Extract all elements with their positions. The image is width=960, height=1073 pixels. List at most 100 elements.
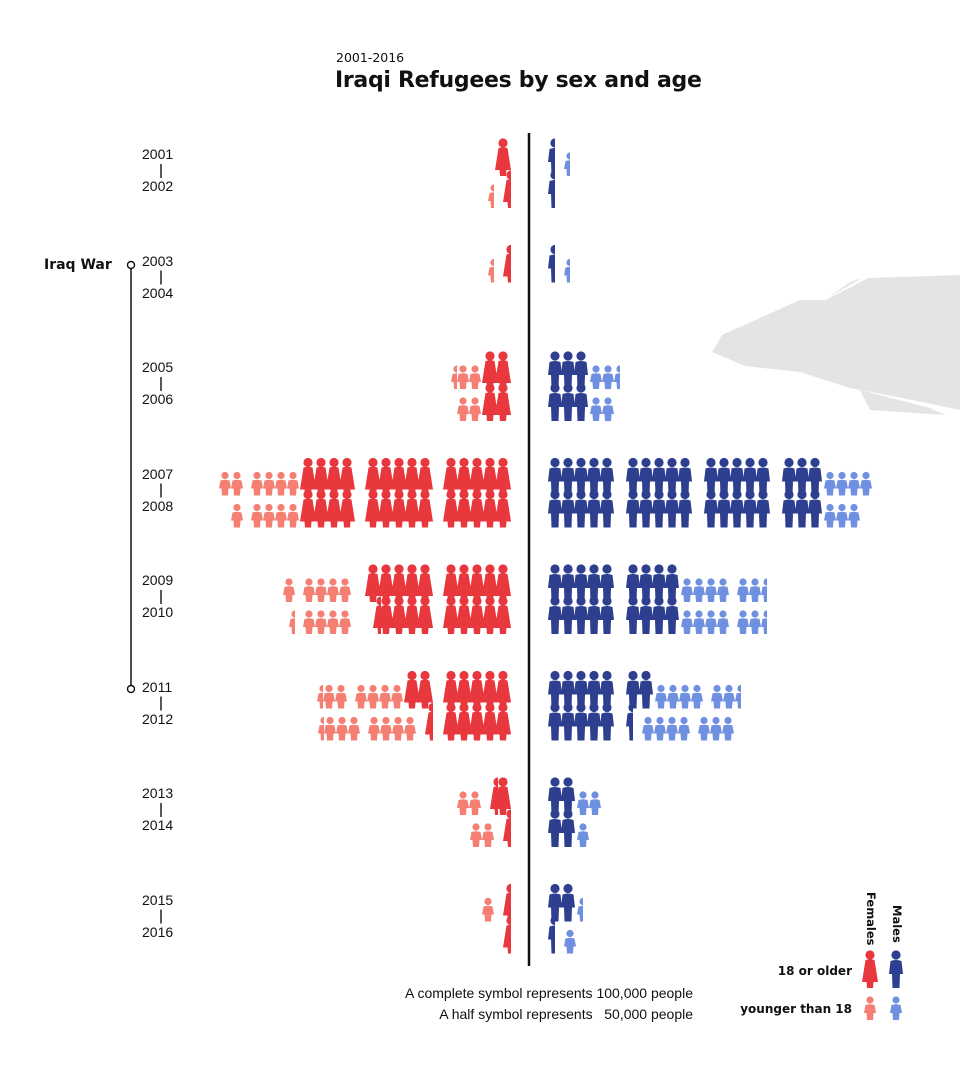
female-adult-icon	[443, 457, 459, 496]
female-adult-icon	[503, 809, 511, 847]
iraq-war-label: Iraq War	[44, 257, 112, 273]
male-child-icon	[681, 610, 693, 634]
female-adult-icon	[490, 777, 498, 815]
male-child-icon	[589, 791, 601, 815]
female-adult-icon	[456, 702, 472, 741]
male-adult-icon	[574, 489, 588, 528]
male-child-icon	[667, 684, 679, 709]
male-adult-icon	[548, 777, 562, 815]
legend-females-label: Females	[864, 892, 878, 946]
male-adult-icon	[678, 489, 692, 528]
female-adult-icon	[339, 457, 355, 496]
male-adult-icon	[665, 596, 679, 634]
male-adult-icon	[548, 596, 562, 634]
female-child-icon	[275, 471, 287, 496]
male-child-icon	[761, 610, 767, 634]
male-adult-icon	[561, 596, 575, 634]
female-adult-icon	[469, 457, 485, 496]
female-adult-icon	[391, 489, 407, 528]
male-adult-icon	[548, 883, 562, 922]
female-adult-icon	[495, 670, 511, 709]
male-child-icon	[564, 152, 570, 176]
male-adult-icon	[782, 457, 796, 496]
row-2014	[470, 809, 589, 847]
male-adult-icon	[652, 457, 666, 496]
female-adult-icon	[482, 670, 498, 709]
male-adult-icon	[652, 596, 666, 634]
female-adult-icon	[417, 457, 433, 496]
legend-male-child-icon	[890, 996, 902, 1020]
male-adult-icon	[665, 457, 679, 496]
female-child-icon	[327, 610, 339, 634]
male-adult-icon	[587, 457, 601, 496]
male-child-icon	[577, 823, 589, 847]
chart-subtitle: 2001-2016	[336, 50, 405, 65]
symbol-rows	[219, 138, 872, 954]
male-adult-icon	[574, 702, 588, 741]
female-adult-icon	[503, 915, 511, 954]
male-adult-icon	[587, 702, 601, 741]
year-label-2015: 2015	[142, 891, 174, 908]
female-adult-icon	[469, 596, 485, 634]
male-adult-icon	[730, 457, 744, 496]
female-child-icon	[482, 823, 494, 847]
male-child-icon	[749, 610, 761, 634]
male-adult-icon	[561, 351, 575, 389]
male-adult-icon	[548, 383, 562, 421]
male-child-icon	[848, 471, 860, 496]
female-child-icon	[303, 610, 315, 634]
female-child-icon	[231, 471, 243, 496]
legend-males-label: Males	[890, 905, 904, 943]
female-adult-icon	[404, 670, 420, 709]
female-adult-icon	[495, 777, 511, 815]
female-child-icon	[379, 684, 391, 709]
male-adult-icon	[717, 457, 731, 496]
male-child-icon	[824, 503, 836, 528]
year-label-2002: 2002	[142, 178, 174, 194]
male-adult-icon	[600, 564, 614, 602]
male-adult-icon	[600, 457, 614, 496]
male-adult-icon	[574, 457, 588, 496]
male-adult-icon	[548, 489, 562, 528]
female-adult-icon	[365, 489, 381, 528]
male-child-icon	[666, 716, 678, 741]
male-adult-icon	[600, 596, 614, 634]
female-child-icon	[317, 684, 323, 709]
legend-symbols	[862, 950, 903, 1020]
female-child-icon	[404, 716, 416, 741]
year-label-2009: 2009	[142, 572, 174, 588]
legend-adult-label: 18 or older	[777, 964, 852, 978]
female-adult-icon	[495, 457, 511, 496]
female-child-icon	[287, 471, 299, 496]
male-adult-icon	[756, 489, 770, 528]
female-adult-icon	[378, 457, 394, 496]
row-2013	[457, 777, 601, 815]
male-adult-icon	[743, 489, 757, 528]
female-adult-icon	[456, 564, 472, 602]
male-adult-icon	[561, 670, 575, 709]
female-child-icon	[303, 578, 315, 602]
male-adult-icon	[743, 457, 757, 496]
male-child-icon	[655, 684, 667, 709]
timeline-end-marker	[126, 684, 136, 694]
year-label-2013: 2013	[142, 785, 174, 801]
female-child-icon	[451, 365, 457, 389]
male-child-icon	[749, 578, 761, 602]
female-adult-icon	[417, 564, 433, 602]
male-adult-icon	[561, 777, 575, 815]
female-child-icon	[318, 716, 324, 741]
female-adult-icon	[503, 883, 511, 922]
male-adult-icon	[717, 489, 731, 528]
male-adult-icon	[626, 670, 640, 709]
female-child-icon	[457, 791, 469, 815]
female-adult-icon	[482, 457, 498, 496]
row-2008	[231, 489, 860, 528]
female-child-icon	[315, 578, 327, 602]
male-adult-icon	[548, 564, 562, 602]
female-child-icon	[251, 503, 263, 528]
male-adult-icon	[561, 809, 575, 847]
male-adult-icon	[626, 596, 640, 634]
timeline-start-marker	[126, 260, 136, 270]
female-child-icon	[469, 397, 481, 421]
